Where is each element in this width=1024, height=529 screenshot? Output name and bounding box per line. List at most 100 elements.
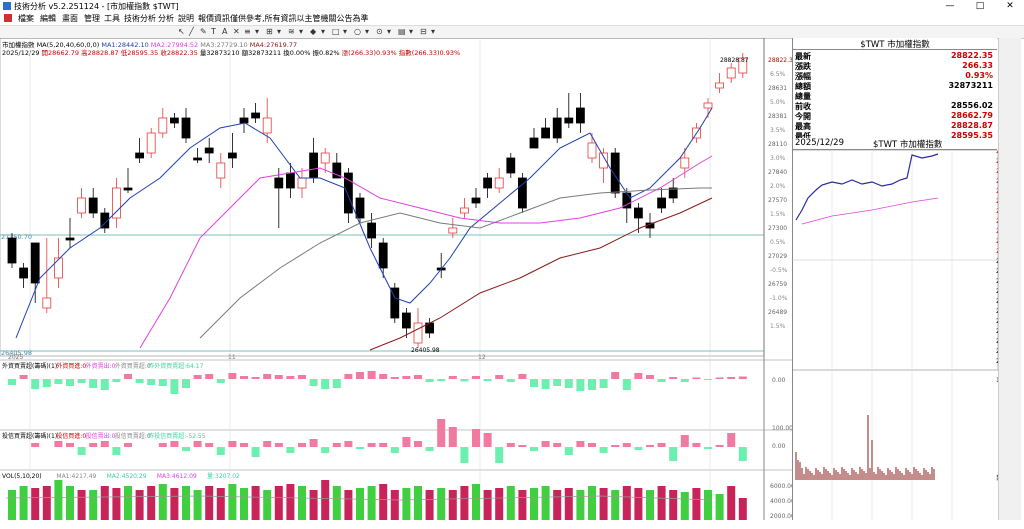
toolbar-tool-15[interactable]: ▾	[343, 27, 348, 36]
volume-bar	[124, 486, 132, 520]
quote-row: 總額 32873211	[795, 81, 995, 91]
intraday-chart[interactable]: 2882528801287762875228727287032867828654…	[792, 150, 1024, 520]
volume-bar	[576, 490, 585, 520]
minimize-button[interactable]: —	[945, 1, 955, 11]
menu-tools[interactable]: 工具	[104, 14, 120, 23]
candle-body	[135, 152, 145, 159]
toolbar-tool-23[interactable]: ▾	[431, 27, 436, 36]
trust-bar	[379, 443, 388, 447]
right-axis-label: 27300	[768, 225, 787, 232]
system-menu-icon[interactable]	[4, 14, 12, 22]
toolbar-tool-19[interactable]: ▾	[387, 27, 392, 36]
foreign-bar	[89, 379, 98, 388]
foreign-bar	[622, 379, 631, 390]
candle-body	[494, 177, 504, 189]
menu-analysis[interactable]: 分析	[158, 14, 174, 23]
candle-body	[634, 207, 643, 219]
toolbar-tool-4[interactable]: A	[222, 27, 228, 36]
volume-bar	[599, 488, 608, 520]
foreign-bar	[553, 379, 562, 386]
trust-bar	[182, 447, 190, 451]
close-button[interactable]: ✕	[1006, 1, 1014, 11]
candle-body	[320, 152, 330, 164]
volume-bar	[147, 486, 156, 520]
toolbar-tool-1[interactable]: ╱	[189, 27, 194, 36]
menu-help[interactable]: 說明	[178, 14, 194, 23]
foreign-legend-4: 昨外資買賣超:64.17	[148, 362, 203, 370]
maximize-button[interactable]: □	[975, 1, 985, 11]
foreign-bar	[506, 379, 515, 382]
candle-body	[30, 242, 40, 284]
toolbar-tool-10[interactable]: ≋	[288, 27, 295, 36]
quote-value: 28828.87	[950, 121, 993, 130]
toolbar-tool-5[interactable]: ✕	[233, 27, 240, 36]
ma-info-line: 市加權指數 MA(5,20,40,60,0,0) MA1:28442.10 MA…	[2, 39, 297, 49]
ma-value-4: MA4:27619.77	[247, 41, 298, 49]
toolbar-tool-13[interactable]: ▾	[321, 27, 326, 36]
toolbar-tool-22[interactable]: ⊟	[420, 27, 427, 36]
volume-bar	[19, 486, 28, 520]
toolbar-tool-18[interactable]: ⊙	[376, 27, 383, 36]
toolbar-tool-6[interactable]: ≡	[244, 27, 251, 36]
foreign-bar	[518, 374, 527, 379]
trust-bar	[704, 447, 712, 449]
toolbar-tool-11[interactable]: ▾	[299, 27, 304, 36]
quote-value: 28595.35	[950, 131, 993, 140]
right-axis-label: 2.0%	[770, 183, 786, 190]
trust-bar	[309, 439, 318, 447]
intraday-date: 2025/12/29	[795, 138, 844, 148]
main-chart-area[interactable]: 市加權指數 MA(5,20,40,60,0,0) MA1:28442.10 MA…	[0, 38, 764, 358]
trust-legend-3: 投信買賣超:0	[115, 432, 151, 440]
trust-bar	[414, 441, 422, 447]
right-axis-label: 1.5%	[770, 323, 786, 330]
volume-bar	[622, 486, 631, 520]
foreign-bar	[611, 372, 620, 379]
toolbar-tool-3[interactable]: T	[211, 27, 216, 36]
vertical-scrollbar[interactable]	[998, 38, 1021, 520]
menu-manage[interactable]: 管理	[84, 14, 100, 23]
right-axis-label: -0.5%	[770, 267, 788, 274]
menu-view[interactable]: 畫面	[62, 14, 78, 23]
foreign-bar	[588, 379, 596, 390]
candle-body	[262, 117, 272, 134]
volume-bar	[112, 488, 121, 520]
x-label: 12	[478, 354, 486, 361]
volume-bar	[564, 488, 573, 520]
volume-bar	[553, 490, 562, 520]
candle-body	[703, 102, 713, 109]
candle-body	[355, 197, 365, 219]
toolbar-tool-0[interactable]: ↖	[178, 27, 185, 36]
toolbar-tool-8[interactable]: ⊞	[266, 27, 273, 36]
menu-technical-analysis[interactable]: 技術分析	[124, 14, 156, 23]
volume-bar	[263, 490, 272, 520]
toolbar-tool-12[interactable]: ◆	[310, 27, 317, 36]
candle-body	[112, 187, 121, 219]
foreign-bar	[344, 374, 353, 379]
quote-label: 最低	[795, 132, 811, 141]
trust-bar	[425, 447, 434, 451]
right-axis-label: 6.5%	[770, 71, 786, 78]
intraday-header: 2025/12/29 $TWT 市加權指數	[793, 138, 997, 150]
menu-edit[interactable]: 編輯	[40, 14, 56, 23]
toolbar-tool-7[interactable]: ▾	[255, 27, 260, 36]
volume-bar	[483, 490, 492, 520]
candle-body	[274, 177, 284, 189]
toolbar-tool-16[interactable]: ○	[354, 27, 361, 36]
right-axis-label: 26489	[768, 309, 787, 316]
trust-bar	[530, 447, 538, 451]
menu-disclaimer: 報價資訊僅供參考,所有資訊以主管機關公告為準	[198, 14, 369, 23]
toolbar-tool-14[interactable]: □	[332, 27, 340, 36]
menu-file[interactable]: 檔案	[18, 14, 34, 23]
right-axis-label: 28822.3	[768, 57, 792, 64]
toolbar-tool-20[interactable]: ▤	[398, 27, 406, 36]
candle-body	[401, 312, 411, 329]
volume-bar	[158, 484, 167, 520]
foreign-bar	[564, 379, 573, 388]
toolbar-tool-2[interactable]: ✎	[200, 27, 207, 36]
toolbar-tool-9[interactable]: ▾	[277, 27, 282, 36]
toolbar-tool-17[interactable]: ▾	[365, 27, 370, 36]
toolbar-tool-21[interactable]: ▾	[409, 27, 414, 36]
candle-body	[204, 147, 214, 154]
candle-body	[285, 172, 295, 189]
